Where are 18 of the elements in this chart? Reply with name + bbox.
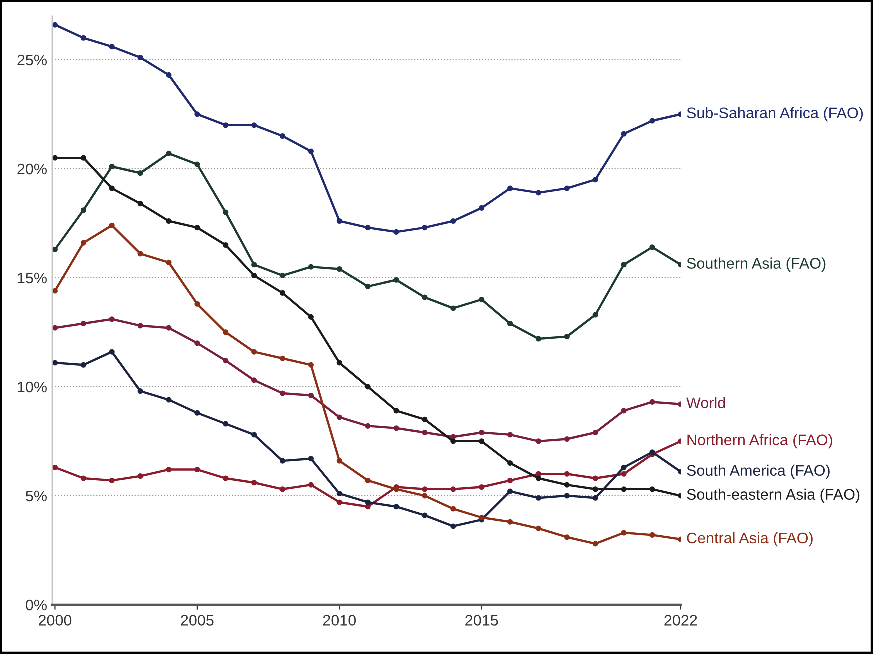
series-label: Sub-Saharan Africa (FAO) [687, 107, 864, 122]
x-tick-label: 2000 [39, 615, 72, 626]
y-tick-label: 15% [18, 272, 47, 284]
series-label: Southern Asia (FAO) [687, 258, 826, 272]
x-tick-label: 2005 [181, 615, 214, 626]
y-tick-label: 5% [26, 490, 47, 502]
series-label: Central Asia (FAO) [687, 532, 813, 547]
series-label: South-eastern Asia (FAO) [687, 488, 860, 504]
series-label: Northern Africa (FAO) [688, 434, 832, 449]
series-label: World [686, 397, 726, 408]
series-label: South America (FAO) [687, 464, 830, 480]
y-tick-label: 10% [18, 382, 47, 393]
x-tick-label: 2010 [323, 615, 356, 626]
x-tick-label: 2015 [466, 615, 498, 626]
y-tick-label: 20% [18, 164, 47, 175]
x-tick-label: 2022 [664, 615, 698, 626]
y-tick-label: 25% [18, 54, 47, 66]
y-tick-label: 0% [26, 600, 47, 611]
